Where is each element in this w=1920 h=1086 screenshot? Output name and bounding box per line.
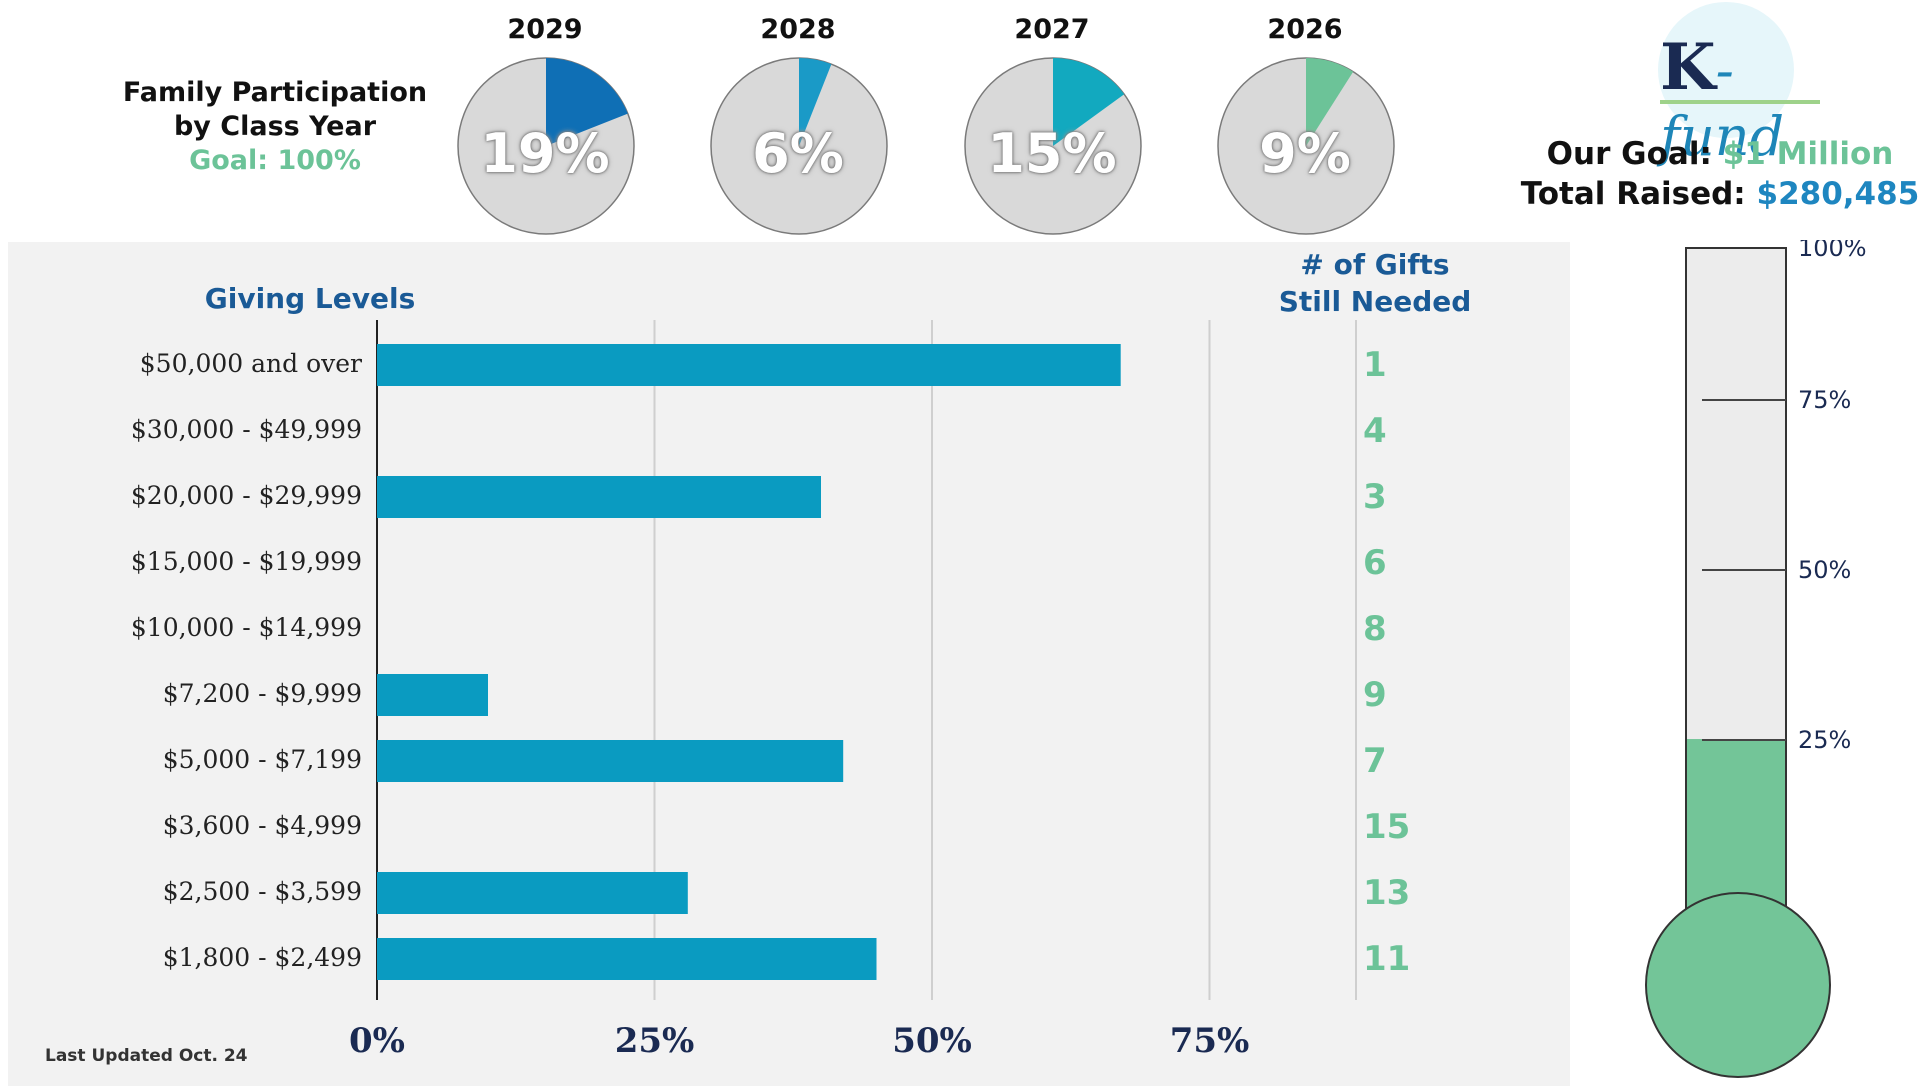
pie-chart	[457, 57, 635, 235]
raised-label: Total Raised:	[1520, 176, 1757, 212]
gifts-needed-value: 11	[1363, 939, 1411, 979]
pie-percent-label: 6%	[752, 122, 844, 185]
gifts-needed-value: 15	[1363, 807, 1411, 847]
gifts-needed-value: 9	[1363, 675, 1387, 715]
goal-value: $1 Million	[1722, 136, 1894, 172]
participation-title: Family Participation by Class Year Goal:…	[100, 76, 450, 178]
pie-year-label: 2027	[1014, 14, 1090, 45]
x-tick-label: 75%	[1170, 1021, 1250, 1061]
category-label: $5,000 - $7,199	[162, 745, 362, 774]
category-label: $1,800 - $2,499	[162, 943, 362, 972]
pie-slice-2027	[1053, 58, 1125, 146]
logo-underline	[1660, 100, 1820, 104]
participation-title-line1: Family Participation	[122, 77, 428, 108]
last-updated: Last Updated Oct. 24	[45, 1046, 248, 1066]
pie-slice-2026	[1306, 58, 1354, 146]
gifts-needed-value: 6	[1363, 543, 1387, 583]
pie-percent-label: 19%	[480, 122, 610, 185]
category-label: $7,200 - $9,999	[162, 679, 362, 708]
participation-goal: Goal: 100%	[189, 145, 361, 176]
x-tick-label: 50%	[892, 1021, 972, 1061]
pie-chart	[1217, 57, 1395, 235]
gifts-title-line2: Still Needed	[1278, 285, 1472, 318]
logo-fund: -fund	[1660, 39, 1785, 168]
giving-bar-chart: 0% 25% 50% 75%	[349, 320, 1357, 1061]
gifts-needed-value: 7	[1363, 741, 1387, 781]
giving-levels-title: Giving Levels	[204, 282, 416, 315]
pie-2028: 2028 6%	[703, 14, 893, 244]
thermometer-tick-label: 50%	[1798, 556, 1851, 584]
pie-year-label: 2026	[1267, 14, 1343, 45]
raised-line: Total Raised: $280,485	[1520, 176, 1920, 212]
pie-2027: 2027 15%	[957, 14, 1147, 244]
gifts-needed-value: 4	[1363, 411, 1387, 451]
gifts-needed-title: # of Gifts Still Needed	[1250, 246, 1500, 320]
goal-line: Our Goal: $1 Million	[1520, 136, 1920, 172]
kfund-logo: K-fund	[1660, 30, 1810, 168]
category-label: $20,000 - $29,999	[130, 481, 362, 510]
gifts-needed-value: 13	[1363, 873, 1411, 913]
pie-slice-2028	[799, 58, 832, 146]
thermometer-neck	[1687, 920, 1785, 950]
bar-0	[377, 344, 1121, 386]
pie-chart	[710, 57, 888, 235]
logo-background	[1658, 2, 1794, 138]
pie-chart	[964, 57, 1142, 235]
category-label: $3,600 - $4,999	[162, 811, 362, 840]
thermometer-tick-label: 100%	[1798, 240, 1867, 262]
pie-2029: 2029 19%	[450, 14, 640, 244]
category-label: $30,000 - $49,999	[130, 415, 362, 444]
participation-title-line2: by Class Year	[173, 111, 377, 142]
gifts-needed-value: 8	[1363, 609, 1387, 649]
category-label: $15,000 - $19,999	[130, 547, 362, 576]
thermometer-tick-label: 75%	[1798, 386, 1851, 414]
bar-2	[377, 476, 821, 518]
category-label: $50,000 and over	[139, 349, 362, 378]
pie-percent-label: 9%	[1259, 122, 1351, 185]
thermometer: 100% 75% 50% 25%	[1645, 240, 1867, 1078]
category-label: $2,500 - $3,599	[162, 877, 362, 906]
bar-5	[377, 674, 488, 716]
bar-8	[377, 872, 688, 914]
pie-year-label: 2029	[507, 14, 583, 45]
logo-k: K	[1660, 30, 1716, 105]
bar-9	[377, 938, 877, 980]
x-tick-label: 25%	[615, 1021, 695, 1061]
pie-2026: 2026 9%	[1210, 14, 1400, 244]
thermometer-tick-label: 25%	[1798, 726, 1851, 754]
pie-year-label: 2028	[760, 14, 836, 45]
gifts-needed-value: 3	[1363, 477, 1387, 517]
gifts-title-line1: # of Gifts	[1300, 248, 1450, 281]
x-tick-label: 0%	[349, 1021, 405, 1061]
raised-value: $280,485	[1756, 176, 1920, 212]
pie-slice-2029	[546, 58, 628, 146]
category-label: $10,000 - $14,999	[130, 613, 362, 642]
pie-percent-label: 15%	[987, 122, 1117, 185]
bar-6	[377, 740, 844, 782]
gifts-needed-value: 1	[1363, 345, 1387, 385]
goal-label: Our Goal:	[1546, 136, 1723, 172]
